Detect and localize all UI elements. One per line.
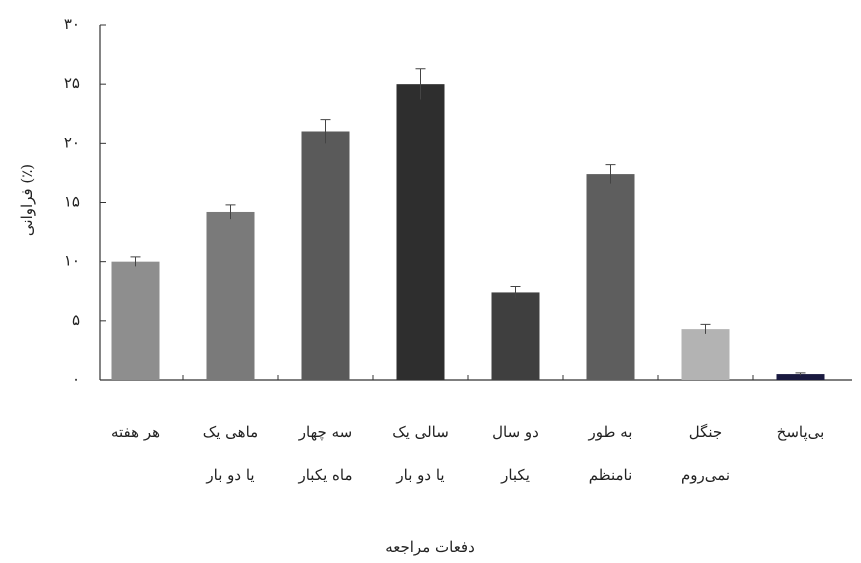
error-bar [130, 256, 141, 267]
bar [111, 261, 160, 380]
x-tick-label: یا دو بار [395, 466, 444, 484]
x-tick-label: نامنظم [589, 466, 633, 484]
y-axis-label: فراوانی (٪) [18, 164, 36, 236]
y-tick-label: ٠ [72, 370, 80, 388]
x-tick-label: جنگل [689, 423, 722, 441]
error-bar [225, 204, 236, 220]
y-tick-label: ٢٠ [64, 133, 80, 151]
error-bar [320, 119, 331, 144]
x-axis-label: دفعات مراجعه [385, 538, 475, 556]
x-tick-label: سالی یک [392, 423, 449, 441]
x-tick-label: ماهی یک [203, 423, 258, 441]
y-tick-label: ٣٠ [64, 15, 80, 33]
bar [776, 374, 825, 380]
x-tick-label: ماه یکبار [297, 466, 352, 484]
bar [301, 131, 350, 380]
bar [681, 329, 730, 380]
y-tick-label: ١٠ [64, 252, 80, 270]
error-bar [795, 372, 806, 376]
x-tick-label: سه چهار [298, 423, 352, 441]
error-bar [605, 164, 616, 184]
y-tick-label: ١۵ [64, 193, 80, 211]
y-tick-label: ٢۵ [64, 74, 80, 92]
bar [491, 292, 540, 380]
error-bar [510, 286, 521, 299]
bar [586, 174, 635, 380]
error-bar [415, 68, 426, 100]
x-tick-label: بی‌پاسخ [777, 423, 825, 441]
x-tick-label: یکبار [500, 466, 530, 484]
x-tick-label: نمی‌روم [681, 466, 730, 484]
x-tick-label: یا دو بار [205, 466, 254, 484]
x-tick-label: به طور [588, 423, 633, 441]
y-tick-label: ۵ [72, 311, 80, 329]
error-bar [700, 323, 711, 334]
x-tick-label: دو سال [492, 423, 539, 441]
bar [206, 211, 255, 380]
x-tick-label: هر هفته [111, 423, 160, 441]
bar [396, 84, 445, 381]
